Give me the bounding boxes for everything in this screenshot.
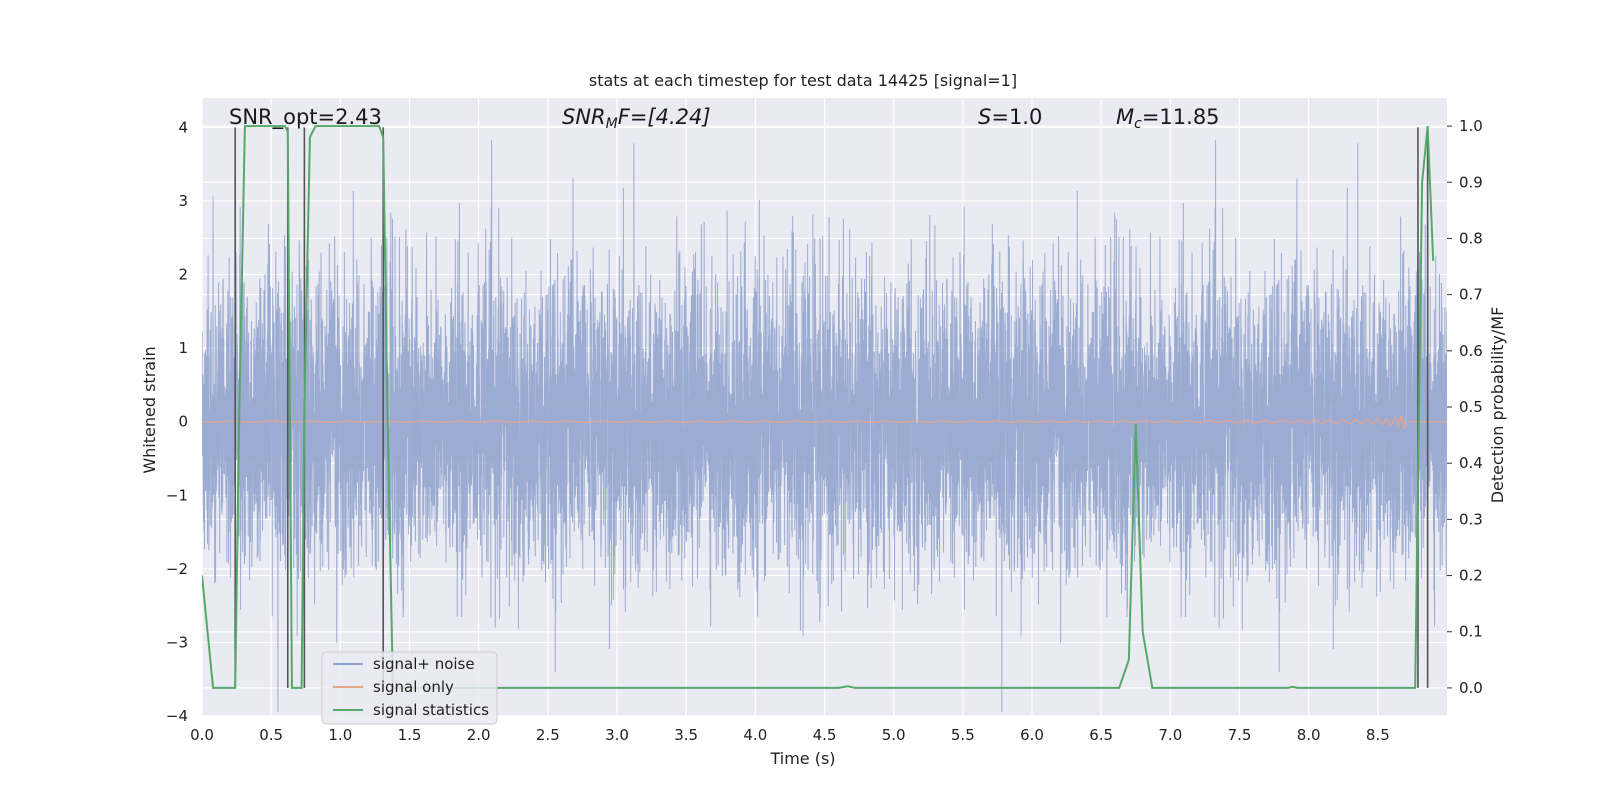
s-name: S	[978, 105, 991, 129]
left-y-axis-label: Whitened strain	[140, 346, 159, 473]
left-y-tick-label: −4	[166, 707, 188, 725]
x-tick-label: 7.5	[1228, 726, 1252, 744]
legend-label-signal-only: signal only	[373, 678, 454, 696]
x-tick-label: 1.0	[328, 726, 352, 744]
right-y-tick-label: 0.1	[1459, 623, 1483, 641]
annotation-mc: Mc=11.85	[1116, 105, 1220, 132]
mc-subscript: c	[1134, 116, 1142, 132]
left-y-tick-label: 1	[178, 339, 188, 357]
x-tick-label: 5.0	[882, 726, 906, 744]
legend-box	[321, 651, 498, 725]
left-y-tick-label: 3	[178, 192, 188, 210]
snr-mf-subscript: M	[606, 116, 618, 132]
right-y-tick-label: 0.3	[1459, 510, 1483, 528]
x-tick-label: 3.5	[674, 726, 698, 744]
right-y-tick-label: 0.5	[1459, 398, 1483, 416]
left-y-tick-label: 0	[178, 413, 188, 431]
snr-mf-prefix: SNR	[562, 105, 606, 129]
x-tick-label: 7.0	[1158, 726, 1182, 744]
x-tick-label: 4.5	[813, 726, 837, 744]
x-tick-label: 8.0	[1297, 726, 1321, 744]
vertical-markers	[234, 127, 1429, 688]
left-y-tick-label: −3	[166, 633, 188, 651]
left-y-axis-ticks: 4 3 2 1 0 −1 −2 −3 −4	[166, 118, 188, 725]
x-tick-label: 4.0	[743, 726, 767, 744]
s-value: =1.0	[991, 105, 1042, 129]
x-tick-label: 6.5	[1089, 726, 1113, 744]
right-y-tick-label: 0.8	[1459, 229, 1483, 247]
right-y-axis-label: Detection probability/MF	[1488, 307, 1507, 504]
mc-name: M	[1116, 105, 1134, 129]
x-tick-label: 0.5	[259, 726, 283, 744]
annotation-s: S=1.0	[978, 105, 1042, 129]
legend: signal+ noise signal only signal statist…	[321, 651, 498, 725]
x-tick-label: 1.5	[398, 726, 422, 744]
x-axis-ticks: 0.0 0.5 1.0 1.5 2.0 2.5 3.0 3.5 4.0 4.5 5.0 5.5 6.0 6…	[190, 726, 1390, 744]
right-y-tick-label: 0.0	[1459, 679, 1483, 697]
chart-title: stats at each timestep for test data 144…	[589, 71, 1017, 90]
left-y-tick-label: 4	[178, 118, 188, 136]
annotation-snr-opt: SNR_opt=2.43	[229, 105, 382, 130]
left-y-tick-label: −1	[166, 486, 188, 504]
snr-mf-suffix: F=[4.24]	[618, 105, 711, 129]
right-y-tick-label: 0.9	[1459, 173, 1483, 191]
mc-value: =11.85	[1142, 105, 1220, 129]
x-tick-label: 2.5	[536, 726, 560, 744]
right-y-tick-label: 0.4	[1459, 454, 1483, 472]
right-y-tick-label: 0.6	[1459, 342, 1483, 360]
x-axis-label: Time (s)	[769, 749, 835, 768]
x-tick-label: 8.5	[1366, 726, 1390, 744]
legend-label-signal-statistics: signal statistics	[373, 701, 489, 719]
right-y-tick-label: 1.0	[1459, 117, 1483, 135]
x-tick-label: 0.0	[190, 726, 214, 744]
series-signal-only	[202, 415, 1447, 431]
left-y-tick-label: −2	[166, 560, 188, 578]
x-tick-label: 2.0	[467, 726, 491, 744]
x-tick-label: 5.5	[951, 726, 975, 744]
x-tick-label: 6.0	[1020, 726, 1044, 744]
legend-label-signal-noise: signal+ noise	[373, 655, 475, 673]
series-signal-noise	[202, 140, 1447, 713]
right-y-tick-label: 0.7	[1459, 286, 1483, 304]
annotation-snr-mf: SNRMF=[4.24]	[562, 105, 711, 132]
left-y-tick-label: 2	[178, 266, 188, 284]
right-y-axis-ticks: 1.0 0.9 0.8 0.7 0.6 0.5 0.4 0.3 0.2 0.1 0.0	[1447, 117, 1483, 697]
right-y-tick-label: 0.2	[1459, 567, 1483, 585]
x-tick-label: 3.0	[605, 726, 629, 744]
